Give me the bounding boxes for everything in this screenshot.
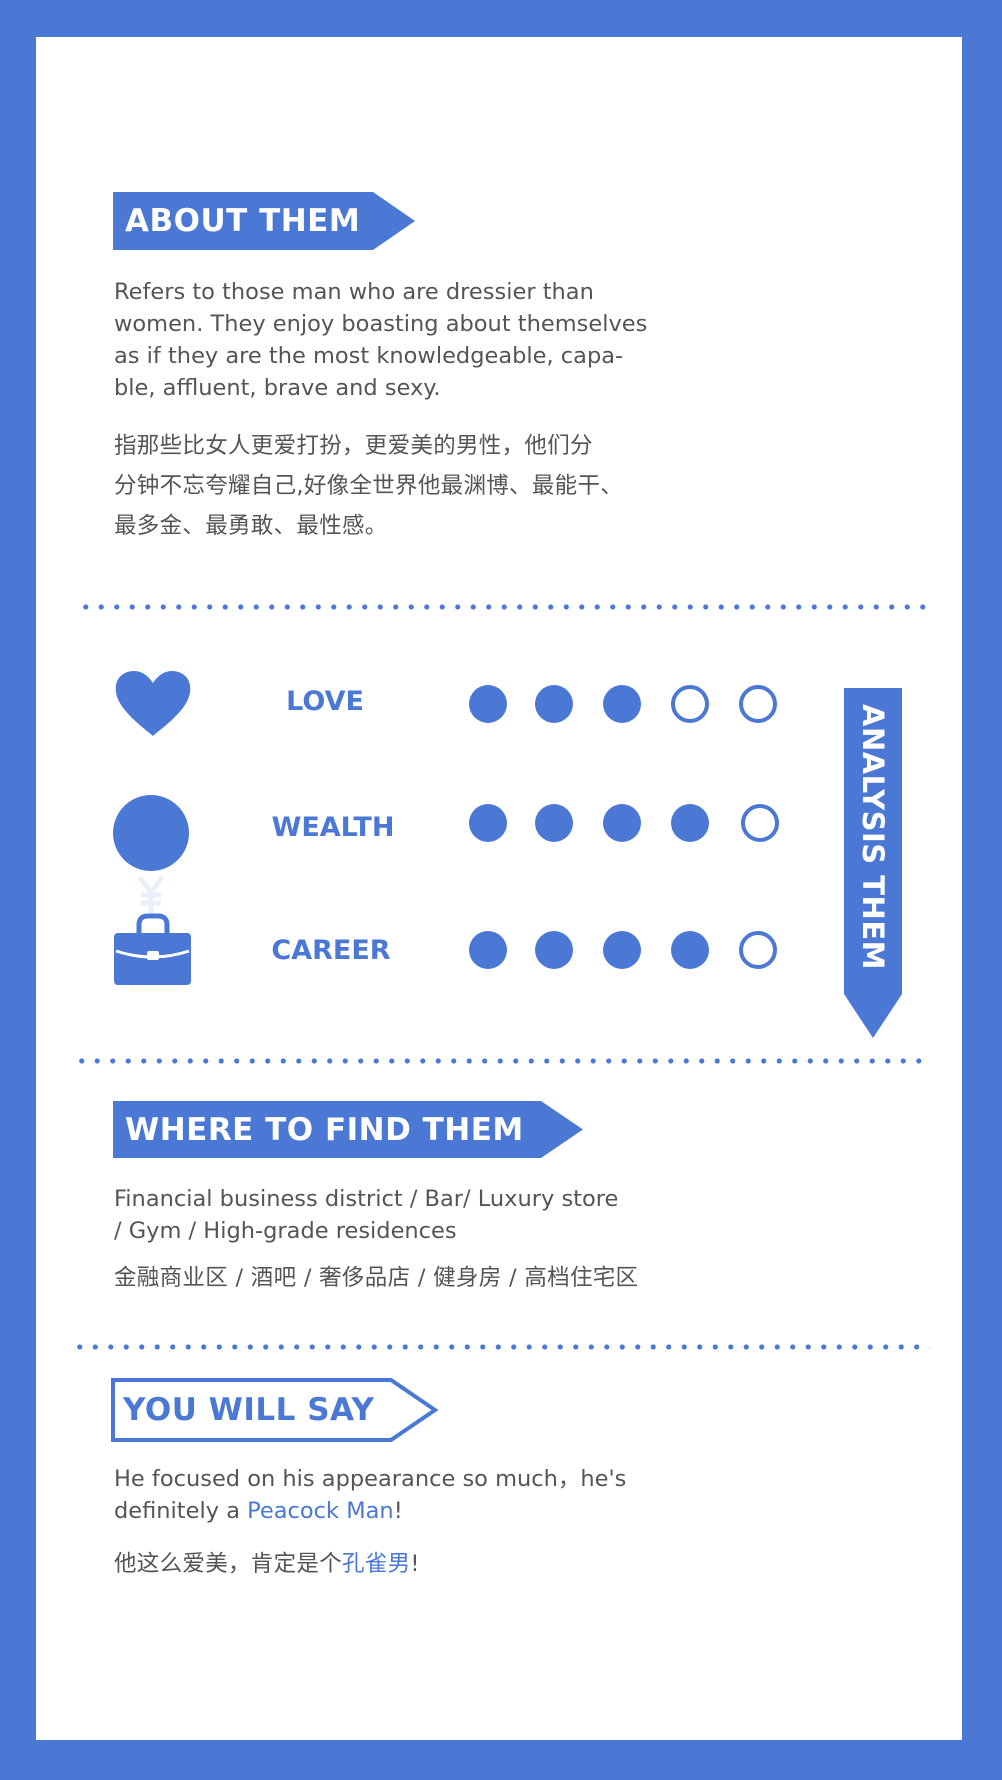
dotted-divider (78, 604, 930, 610)
where-chinese-text: 金融商业区 / 酒吧 / 奢侈品店 / 健身房 / 高档住宅区 (114, 1265, 639, 1291)
about-english-text: Refers to those man who are dressier tha… (114, 276, 694, 404)
ribbon-shape (113, 1101, 583, 1158)
where-english-text: Financial business district / Bar/ Luxur… (114, 1183, 734, 1247)
where-english-line: / Gym / High-grade residences (114, 1218, 457, 1244)
about-chinese-line: 分钟不忘夸耀自己,好像全世界他最渊博、最能干、 (114, 473, 624, 499)
analysis-them-title: ANALYSIS THEM (856, 704, 890, 970)
rating-dot-filled (603, 931, 641, 969)
say-chinese-suffix: ! (410, 1551, 420, 1577)
you-will-say-header: YOU WILL SAY (111, 1378, 439, 1442)
rating-dot-filled (671, 931, 709, 969)
rating-label-career: CAREER (271, 935, 391, 966)
where-english-line: Financial business district / Bar/ Luxur… (114, 1186, 619, 1212)
about-english-line: ble, affluent, brave and sexy. (114, 375, 441, 401)
about-chinese-line: 指那些比女人更爱打扮，更爱美的男性，他们分 (114, 433, 593, 459)
rating-dot-filled (469, 804, 507, 842)
you-will-say-title: YOU WILL SAY (123, 1392, 375, 1428)
where-to-find-header: WHERE TO FIND THEM (113, 1101, 583, 1158)
ribbon-shape (111, 1378, 439, 1442)
analysis-them-banner: ANALYSIS THEM (844, 688, 902, 1038)
yen-coin-icon (113, 795, 189, 913)
heart-icon (115, 671, 191, 736)
dotted-divider (72, 1344, 930, 1350)
rating-dot-filled (469, 931, 507, 969)
say-english-line: definitely a Peacock Man! (114, 1495, 754, 1527)
say-english-prefix: definitely a (114, 1498, 248, 1524)
say-english-line: He focused on his appearance so much，he'… (114, 1466, 627, 1492)
about-english-line: Refers to those man who are dressier tha… (114, 279, 594, 305)
peacock-man-highlight: Peacock Man (247, 1498, 394, 1524)
about-english-line: as if they are the most knowledgeable, c… (114, 343, 624, 369)
content-card (36, 37, 962, 1740)
rating-dot-empty (739, 931, 777, 969)
rating-dot-filled (535, 804, 573, 842)
ribbon-shape (113, 192, 415, 250)
banner-shape (844, 688, 902, 1038)
say-chinese-text: 他这么爱美，肯定是个孔雀男! (114, 1544, 714, 1584)
rating-dot-filled (671, 804, 709, 842)
rating-label-love: LOVE (286, 686, 364, 717)
say-english-suffix: ! (393, 1498, 403, 1524)
say-english-text: He focused on his appearance so much，he'… (114, 1463, 754, 1527)
dotted-divider (74, 1058, 930, 1064)
rating-dot-filled (469, 685, 507, 723)
about-english-line: women. They enjoy boasting about themsel… (114, 311, 648, 337)
about-chinese-line: 最多金、最勇敢、最性感。 (114, 513, 388, 539)
rating-dot-filled (603, 804, 641, 842)
rating-dot-empty (741, 804, 779, 842)
rating-label-wealth: WEALTH (271, 812, 395, 843)
say-chinese-prefix: 他这么爱美，肯定是个 (114, 1551, 343, 1577)
peacock-man-chinese-highlight: 孔雀男 (342, 1551, 411, 1577)
rating-dot-empty (671, 685, 709, 723)
about-them-title: ABOUT THEM (125, 203, 361, 239)
rating-dot-filled (535, 931, 573, 969)
where-to-find-title: WHERE TO FIND THEM (125, 1111, 524, 1148)
briefcase-icon (114, 913, 191, 985)
rating-dot-filled (603, 685, 641, 723)
rating-dot-empty (739, 685, 777, 723)
rating-dot-filled (535, 685, 573, 723)
about-them-header: ABOUT THEM (113, 192, 415, 250)
about-chinese-text: 指那些比女人更爱打扮，更爱美的男性，他们分 分钟不忘夸耀自己,好像全世界他最渊博… (114, 426, 714, 546)
